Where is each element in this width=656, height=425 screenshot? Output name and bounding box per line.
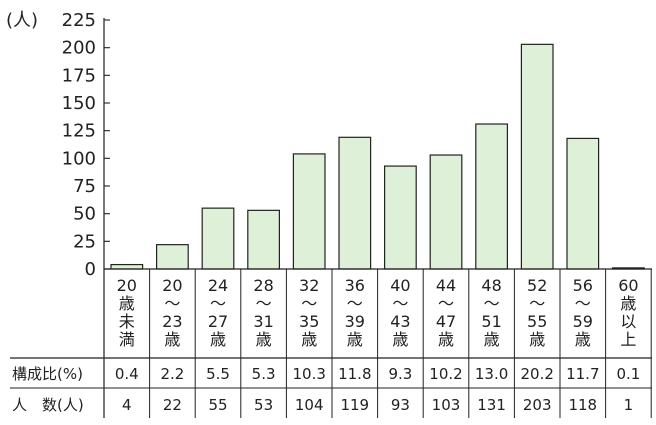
ratio-value-0: 0.4 <box>115 365 139 383</box>
category-label-7-2: 47 <box>436 312 456 331</box>
ratio-row-header: 構成比(%) <box>12 365 83 383</box>
count-value-10: 118 <box>568 396 597 414</box>
y-tick-label-9: 0 <box>85 259 96 280</box>
ratio-value-11: 0.1 <box>616 365 640 383</box>
category-label-0-2: 未 <box>119 312 135 331</box>
y-tick-label-6: 75 <box>73 176 96 197</box>
category-label-2-3: 歳 <box>210 330 226 349</box>
bar-5 <box>338 136 372 270</box>
category-label-3-3: 歳 <box>256 330 272 349</box>
ratio-value-5: 11.8 <box>338 365 371 383</box>
count-value-2: 55 <box>208 396 227 414</box>
y-tick-label-7: 50 <box>73 204 96 225</box>
category-label-11-2: 以 <box>620 312 636 331</box>
count-row-header: 人 数(人) <box>12 396 84 414</box>
y-tick-label-3: 150 <box>62 93 96 114</box>
category-label-10-2: 59 <box>573 312 593 331</box>
category-label-2-1: 〜 <box>210 294 226 313</box>
count-value-8: 131 <box>477 396 506 414</box>
category-label-6-3: 歳 <box>392 330 408 349</box>
ratio-value-10: 11.7 <box>566 365 599 383</box>
ratio-value-9: 20.2 <box>520 365 553 383</box>
category-label-8-2: 51 <box>481 312 501 331</box>
ratio-value-7: 10.2 <box>429 365 462 383</box>
count-value-7: 103 <box>432 396 461 414</box>
y-tick-label-2: 175 <box>62 65 96 86</box>
bar-4 <box>292 153 326 270</box>
category-label-7-1: 〜 <box>438 294 454 313</box>
count-value-11: 1 <box>624 396 634 414</box>
category-label-9-0: 52 <box>527 276 547 295</box>
category-label-11-3: 上 <box>620 330 636 349</box>
category-label-5-1: 〜 <box>347 294 363 313</box>
bar-10 <box>566 137 600 270</box>
category-label-10-3: 歳 <box>575 330 591 349</box>
count-value-0: 4 <box>122 396 132 414</box>
category-label-0-0: 20 <box>117 276 137 295</box>
y-tick-label-4: 125 <box>62 121 96 142</box>
category-label-2-2: 27 <box>208 312 228 331</box>
category-label-7-3: 歳 <box>438 330 454 349</box>
ratio-value-2: 5.5 <box>206 365 230 383</box>
count-value-5: 119 <box>340 396 369 414</box>
category-label-9-2: 55 <box>527 312 547 331</box>
bar-7 <box>429 154 463 270</box>
ratio-value-8: 13.0 <box>475 365 508 383</box>
category-label-11-0: 60 <box>618 276 638 295</box>
category-label-10-0: 56 <box>573 276 593 295</box>
category-label-0-3: 満 <box>119 330 135 349</box>
category-label-4-0: 32 <box>299 276 319 295</box>
category-label-6-2: 43 <box>390 312 410 331</box>
count-value-3: 53 <box>254 396 273 414</box>
category-label-4-1: 〜 <box>301 294 317 313</box>
category-label-9-3: 歳 <box>529 330 545 349</box>
category-label-8-1: 〜 <box>484 294 500 313</box>
bar-1 <box>156 244 189 270</box>
y-unit-label: (人) <box>6 10 38 31</box>
bar-3 <box>247 209 281 270</box>
category-label-8-3: 歳 <box>484 330 500 349</box>
category-label-1-2: 23 <box>162 312 182 331</box>
y-tick-label-8: 25 <box>73 231 96 252</box>
category-label-6-0: 40 <box>390 276 410 295</box>
y-tick-label-0: 225 <box>62 10 96 31</box>
category-label-5-2: 39 <box>345 312 365 331</box>
count-value-9: 203 <box>523 396 552 414</box>
y-tick-label-1: 200 <box>62 38 96 59</box>
category-label-4-3: 歳 <box>301 330 317 349</box>
y-tick-label-5: 100 <box>62 148 96 169</box>
count-value-6: 93 <box>391 396 410 414</box>
bar-0 <box>110 263 144 270</box>
category-label-5-3: 歳 <box>347 330 363 349</box>
ratio-value-1: 2.2 <box>160 365 184 383</box>
ratio-value-4: 10.3 <box>292 365 325 383</box>
category-label-1-3: 歳 <box>164 330 180 349</box>
category-label-7-0: 44 <box>436 276 456 295</box>
category-label-1-0: 20 <box>162 276 182 295</box>
category-label-3-0: 28 <box>253 276 273 295</box>
category-label-9-1: 〜 <box>529 294 545 313</box>
ratio-value-3: 5.3 <box>252 365 276 383</box>
bar-8 <box>475 123 508 270</box>
category-label-2-0: 24 <box>208 276 228 295</box>
category-label-1-1: 〜 <box>164 294 180 313</box>
category-label-10-1: 〜 <box>575 294 591 313</box>
category-label-5-0: 36 <box>345 276 365 295</box>
bar-6 <box>384 165 417 270</box>
category-label-3-2: 31 <box>253 312 273 331</box>
category-label-11-1: 歳 <box>620 294 636 313</box>
category-label-3-1: 〜 <box>256 294 272 313</box>
category-label-6-1: 〜 <box>392 294 408 313</box>
count-value-4: 104 <box>295 396 324 414</box>
bar-9 <box>520 43 554 270</box>
bar-2 <box>201 207 235 270</box>
ratio-value-6: 9.3 <box>388 365 412 383</box>
count-value-1: 22 <box>163 396 182 414</box>
category-label-8-0: 48 <box>481 276 501 295</box>
category-label-4-2: 35 <box>299 312 319 331</box>
category-label-0-1: 歳 <box>119 294 135 313</box>
